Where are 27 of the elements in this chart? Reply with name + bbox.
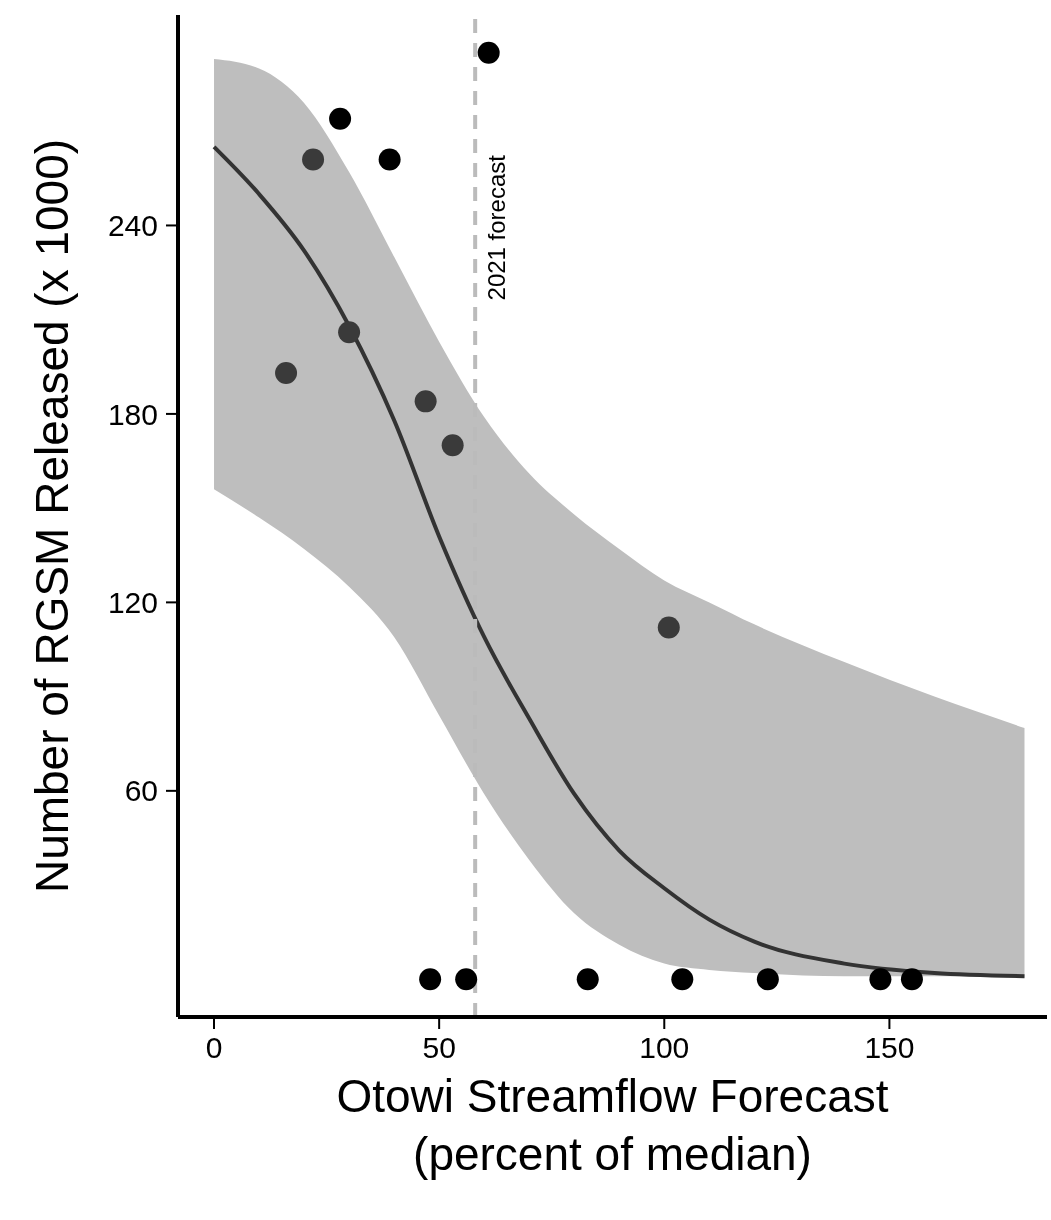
point [275, 362, 298, 385]
point [414, 390, 437, 413]
point [900, 968, 923, 991]
y-tick-label: 180 [107, 397, 158, 431]
point [576, 968, 599, 991]
y-tick-label: 240 [107, 209, 158, 243]
point [329, 107, 352, 130]
point [338, 321, 361, 344]
y-tick-label: 120 [107, 586, 158, 620]
point [869, 968, 892, 991]
point [671, 968, 694, 991]
x-tick-label: 0 [205, 1031, 223, 1065]
point [455, 968, 478, 991]
point [756, 968, 779, 991]
x-axis-title: Otowi Streamflow Forecast (percent of median) [336, 1070, 889, 1180]
ref-line-label: 2021 forecast [483, 154, 511, 301]
x-tick-label: 50 [422, 1031, 456, 1065]
point [477, 41, 500, 64]
y-tick-label: 60 [124, 774, 158, 808]
y-axis-title: Number of RGSM Released (x 1000) [26, 138, 79, 894]
point [378, 148, 401, 171]
x-tick-label: 100 [639, 1031, 690, 1065]
point [657, 616, 680, 639]
x-tick-label: 150 [864, 1031, 915, 1065]
point [302, 148, 325, 171]
point [441, 434, 464, 457]
point [419, 968, 442, 991]
